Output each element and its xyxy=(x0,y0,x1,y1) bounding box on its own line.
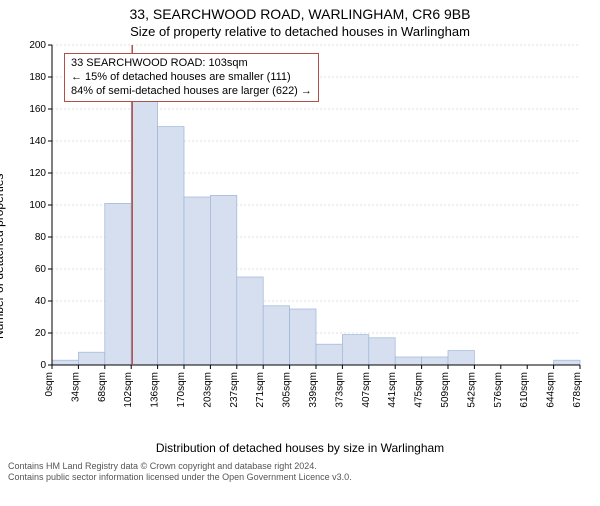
svg-text:542sqm: 542sqm xyxy=(466,372,477,408)
svg-text:576sqm: 576sqm xyxy=(493,372,504,408)
svg-text:0: 0 xyxy=(40,360,46,371)
x-axis-label: Distribution of detached houses by size … xyxy=(0,441,600,455)
svg-text:40: 40 xyxy=(35,296,47,307)
svg-text:200: 200 xyxy=(29,40,46,51)
svg-text:610sqm: 610sqm xyxy=(519,372,530,408)
svg-text:441sqm: 441sqm xyxy=(387,372,398,408)
svg-text:68sqm: 68sqm xyxy=(97,372,108,402)
svg-text:203sqm: 203sqm xyxy=(202,372,213,408)
svg-text:475sqm: 475sqm xyxy=(414,372,425,408)
svg-text:120: 120 xyxy=(29,168,46,179)
footer: Contains HM Land Registry data © Crown c… xyxy=(8,461,592,483)
svg-text:160: 160 xyxy=(29,104,46,115)
y-axis-label: Number of detached properties xyxy=(0,174,6,339)
svg-text:60: 60 xyxy=(35,264,47,275)
svg-text:34sqm: 34sqm xyxy=(70,372,81,402)
svg-text:80: 80 xyxy=(35,232,47,243)
svg-text:170sqm: 170sqm xyxy=(176,372,187,408)
chart-container: Number of detached properties 0 20 40 60 80 1… xyxy=(0,39,600,439)
info-box: 33 SEARCHWOOD ROAD: 103sqm ← 15% of deta… xyxy=(64,53,319,102)
svg-text:339sqm: 339sqm xyxy=(308,372,319,408)
svg-text:509sqm: 509sqm xyxy=(440,372,451,408)
info-line-2: ← 15% of detached houses are smaller (11… xyxy=(71,71,312,85)
footer-line-2: Contains public sector information licen… xyxy=(8,472,592,483)
info-line-3: 84% of semi-detached houses are larger (… xyxy=(71,85,312,99)
svg-text:20: 20 xyxy=(35,328,47,339)
svg-text:180: 180 xyxy=(29,72,46,83)
svg-text:271sqm: 271sqm xyxy=(255,372,266,408)
svg-text:407sqm: 407sqm xyxy=(361,372,372,408)
svg-text:305sqm: 305sqm xyxy=(282,372,293,408)
svg-text:644sqm: 644sqm xyxy=(546,372,557,408)
page-title: 33, SEARCHWOOD ROAD, WARLINGHAM, CR6 9BB xyxy=(0,6,600,22)
page-subtitle: Size of property relative to detached ho… xyxy=(0,24,600,39)
svg-text:237sqm: 237sqm xyxy=(229,372,240,408)
svg-text:136sqm: 136sqm xyxy=(150,372,161,408)
info-line-1: 33 SEARCHWOOD ROAD: 103sqm xyxy=(71,57,312,71)
footer-line-1: Contains HM Land Registry data © Crown c… xyxy=(8,461,592,472)
svg-text:678sqm: 678sqm xyxy=(572,372,583,408)
svg-text:140: 140 xyxy=(29,136,46,147)
svg-text:373sqm: 373sqm xyxy=(334,372,345,408)
svg-text:100: 100 xyxy=(29,200,46,211)
svg-text:0sqm: 0sqm xyxy=(44,372,55,396)
svg-text:102sqm: 102sqm xyxy=(123,372,134,408)
